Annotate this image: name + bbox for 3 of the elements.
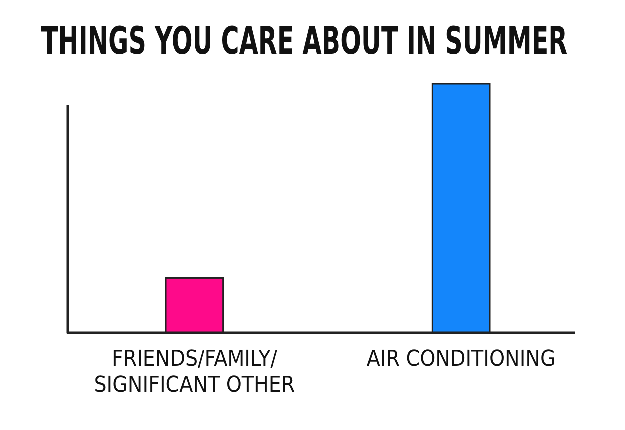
x-tick-label: AIR CONDITIONING bbox=[366, 347, 556, 372]
x-tick-label: FRIENDS/FAMILY/ SIGNIFICANT OTHER bbox=[94, 347, 296, 398]
chart-title: THINGS YOU CARE ABOUT IN SUMMER bbox=[41, 18, 568, 64]
